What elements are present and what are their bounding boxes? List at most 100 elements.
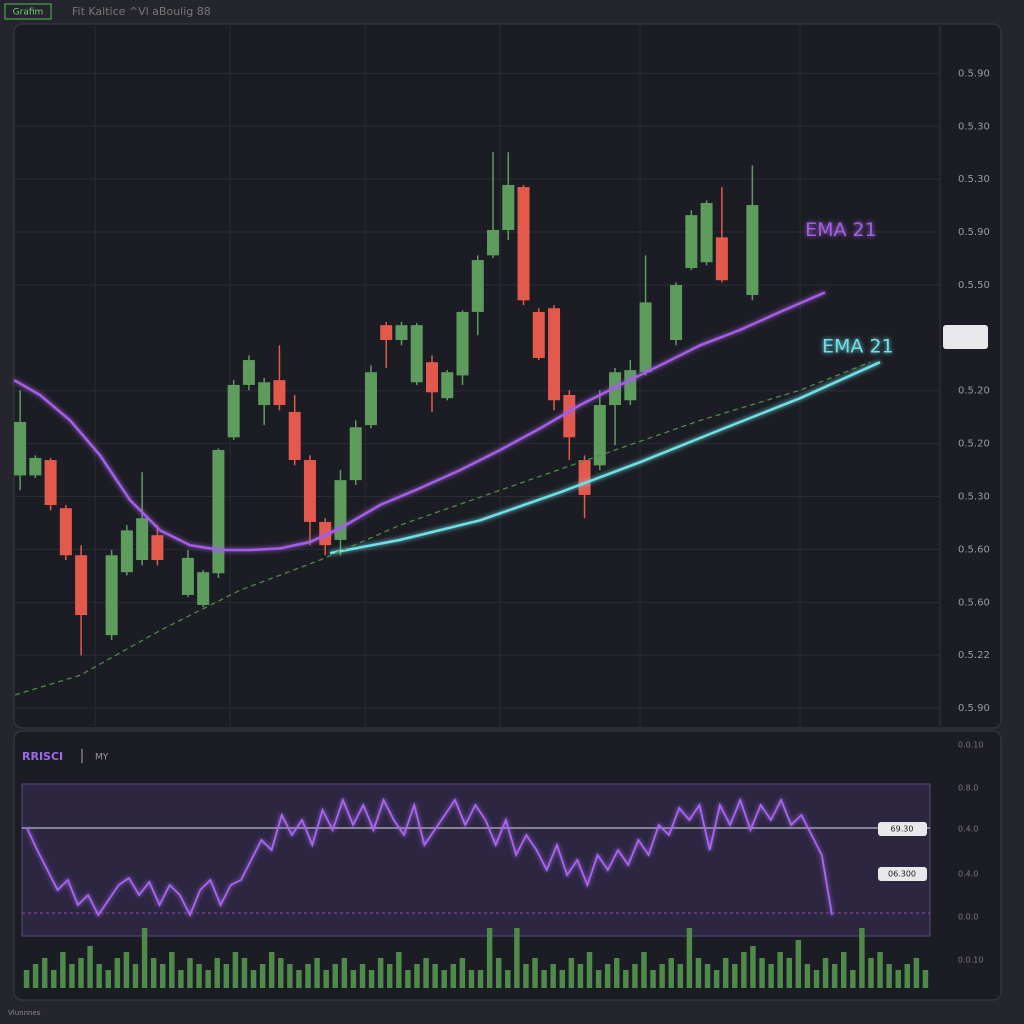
volume-bar xyxy=(69,964,75,988)
volume-bar xyxy=(296,970,302,988)
y-tick-label: 0.5.90 xyxy=(958,703,990,714)
y-tick-label: 0.5.30 xyxy=(958,492,990,503)
volume-bar xyxy=(495,958,502,988)
volume-bar xyxy=(241,958,248,988)
volume-bar xyxy=(868,958,874,988)
volume-bar xyxy=(78,958,84,988)
header-title: Fit Kaltice ^Vl aBoulig 88 xyxy=(72,5,211,18)
volume-bar xyxy=(559,970,565,988)
volume-bar xyxy=(250,970,257,988)
volume-bar xyxy=(459,958,466,988)
volume-bar xyxy=(205,970,211,988)
candle-body xyxy=(59,508,72,556)
candle-body xyxy=(471,260,484,312)
volume-bar xyxy=(232,952,239,988)
volume-bar xyxy=(450,964,457,988)
volume-bar xyxy=(87,946,93,988)
y-tick-label: 0.5.22 xyxy=(958,650,990,661)
candle-body xyxy=(212,449,225,574)
volume-bar xyxy=(114,958,121,988)
volume-bar xyxy=(23,970,30,988)
candle-body xyxy=(410,325,423,383)
y-tick-label: 0.8.0 xyxy=(958,784,978,793)
volume-bar xyxy=(641,952,647,988)
volume-bar xyxy=(51,970,57,988)
volume-bar xyxy=(841,952,847,988)
volume-bar xyxy=(804,964,811,988)
candle-body xyxy=(700,202,713,263)
volume-bar xyxy=(550,964,556,988)
ema-line xyxy=(329,361,881,555)
volume-bar xyxy=(568,958,575,988)
volume-bar xyxy=(160,964,166,988)
candle-body xyxy=(75,555,88,616)
candle-body xyxy=(29,457,42,476)
candle-body xyxy=(181,557,194,595)
ema-line xyxy=(14,361,871,696)
volume-bar xyxy=(850,970,856,988)
y-tick-label: 0.5.30 xyxy=(958,121,990,132)
candle-body xyxy=(624,370,637,401)
volume-bar xyxy=(913,958,920,988)
price-tag xyxy=(943,325,988,349)
candle-body xyxy=(532,311,545,358)
volume-bar xyxy=(287,964,293,988)
candle-body xyxy=(227,384,240,438)
rsi-subtitle: MY xyxy=(95,753,109,763)
volume-bar xyxy=(332,964,338,988)
y-tick-label: 0.5.60 xyxy=(958,544,990,555)
candle-body xyxy=(715,237,728,281)
rsi-area xyxy=(21,783,931,937)
volume-bar xyxy=(886,964,892,988)
candle-body xyxy=(395,325,408,340)
candle-body xyxy=(242,360,255,385)
candle-body xyxy=(563,394,576,438)
badge: Grafim xyxy=(13,8,44,18)
volume-bar xyxy=(368,970,375,988)
volume-bar xyxy=(432,964,438,988)
badge-box xyxy=(4,3,52,20)
volume-bar xyxy=(859,928,865,988)
candle-body xyxy=(151,535,164,561)
volume-bar xyxy=(732,964,738,988)
value-tag-label: 06.300 xyxy=(888,870,916,879)
candle-body xyxy=(273,380,286,406)
candle-body xyxy=(44,460,57,506)
candle-body xyxy=(120,530,133,573)
volume-bar xyxy=(387,964,393,988)
volume-bar xyxy=(423,958,429,988)
main-panel xyxy=(13,23,1002,729)
candle-body xyxy=(258,382,271,406)
volume-bar xyxy=(831,964,838,988)
y-tick-label: 0.5.20 xyxy=(958,439,990,450)
volume-bar xyxy=(577,964,584,988)
candle-body xyxy=(197,572,210,605)
volume-bar xyxy=(132,964,139,988)
candle-body xyxy=(685,215,698,269)
volume-bar xyxy=(532,958,538,988)
rsi-line xyxy=(26,797,833,918)
value-tag xyxy=(878,867,927,881)
candle-body xyxy=(136,518,149,561)
volume-bar xyxy=(414,964,420,988)
volume-bar xyxy=(586,952,593,988)
candle-body xyxy=(288,411,301,461)
rsi-title: RRISCI xyxy=(22,750,63,763)
candle-body xyxy=(349,427,362,481)
candle-body xyxy=(105,555,118,636)
value-tag-label: 69.30 xyxy=(891,825,914,834)
volume-bar xyxy=(96,964,102,988)
volume-bar xyxy=(822,958,829,988)
candle-body xyxy=(364,372,377,426)
candle-body xyxy=(456,311,469,376)
y-tick-label: 0.5.20 xyxy=(958,386,990,397)
volume-bar xyxy=(60,952,66,988)
volume-bar xyxy=(350,970,357,988)
volume-bar xyxy=(214,958,220,988)
volume-bar xyxy=(677,964,684,988)
candle-body xyxy=(517,187,530,301)
volume-bar xyxy=(713,970,720,988)
volume-bar xyxy=(405,970,411,988)
